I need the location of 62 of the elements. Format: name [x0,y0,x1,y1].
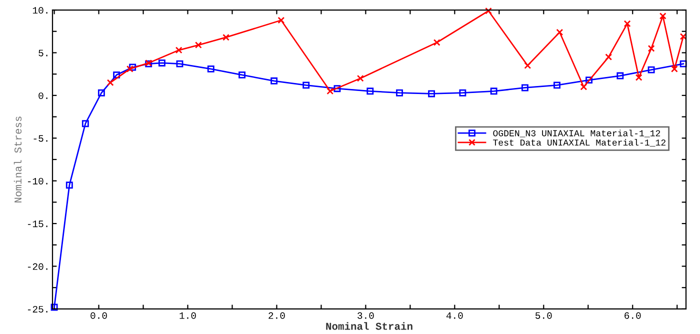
point [586,76,592,84]
point [485,7,492,14]
point [554,82,560,89]
point [158,60,166,66]
x-tick-label: 2.0 [268,312,285,319]
y-tick-label: -10. [28,178,48,184]
x-tick-label: 0.0 [90,312,107,319]
point [670,65,678,72]
x-tick-label: 3.0 [358,312,374,319]
point [659,12,666,20]
x-tick-label: 5.0 [535,312,552,319]
point [680,60,687,68]
point [207,65,214,72]
point [326,88,334,95]
point [433,39,440,46]
point [270,77,278,84]
point [194,42,202,49]
point [459,89,466,96]
y-tick-label: 5. [38,50,48,56]
y-tick-label: -15. [28,220,48,228]
x-tick-label: 4.0 [446,312,463,319]
y-tick-label: 10. [32,7,48,14]
point [648,44,655,52]
point [82,120,89,128]
point [356,74,364,82]
point [624,20,631,28]
point [490,88,498,95]
point [396,89,403,96]
x-axis-title: Nominal Strain [326,322,412,330]
point [126,65,134,72]
point [648,66,655,74]
y-tick-label: -20. [28,263,48,270]
point [98,89,105,96]
point [176,60,184,68]
point [428,90,436,98]
point [524,62,532,70]
point [238,71,246,78]
point [616,72,624,80]
point [334,85,341,92]
point [366,88,374,95]
legend-label: OGDEN_N3 UNIAXIAL Material-1_12 [493,130,660,138]
point [680,33,687,40]
y-tick-label: -5. [34,135,48,142]
point [175,46,182,54]
point [66,182,73,189]
x-tick-label: 1.0 [180,312,196,319]
point [556,28,564,36]
legend-label: Test Data UNIAXIAL Material-1_12 [493,139,666,147]
point [605,54,612,60]
point [278,16,285,24]
y-tick-label: 0. [38,92,48,100]
y-tick-label: -25. [28,306,48,313]
point [635,74,642,81]
point [129,64,136,71]
point [222,34,230,41]
point [580,83,588,90]
point [521,84,528,92]
point [106,79,114,86]
y-axis-title: Nominal Stress [14,116,22,202]
x-tick-label: 6.0 [624,312,641,319]
point [302,82,310,89]
point [113,71,120,78]
